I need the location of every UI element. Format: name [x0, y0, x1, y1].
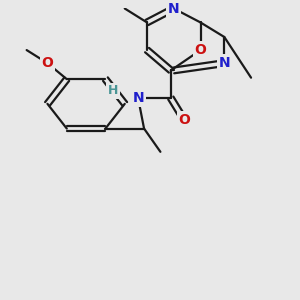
Text: N: N [218, 56, 230, 70]
Text: O: O [178, 113, 190, 127]
Text: N: N [168, 2, 180, 16]
Text: O: O [195, 43, 206, 57]
Text: N: N [132, 91, 144, 105]
Text: H: H [108, 84, 118, 97]
Text: O: O [41, 56, 53, 70]
